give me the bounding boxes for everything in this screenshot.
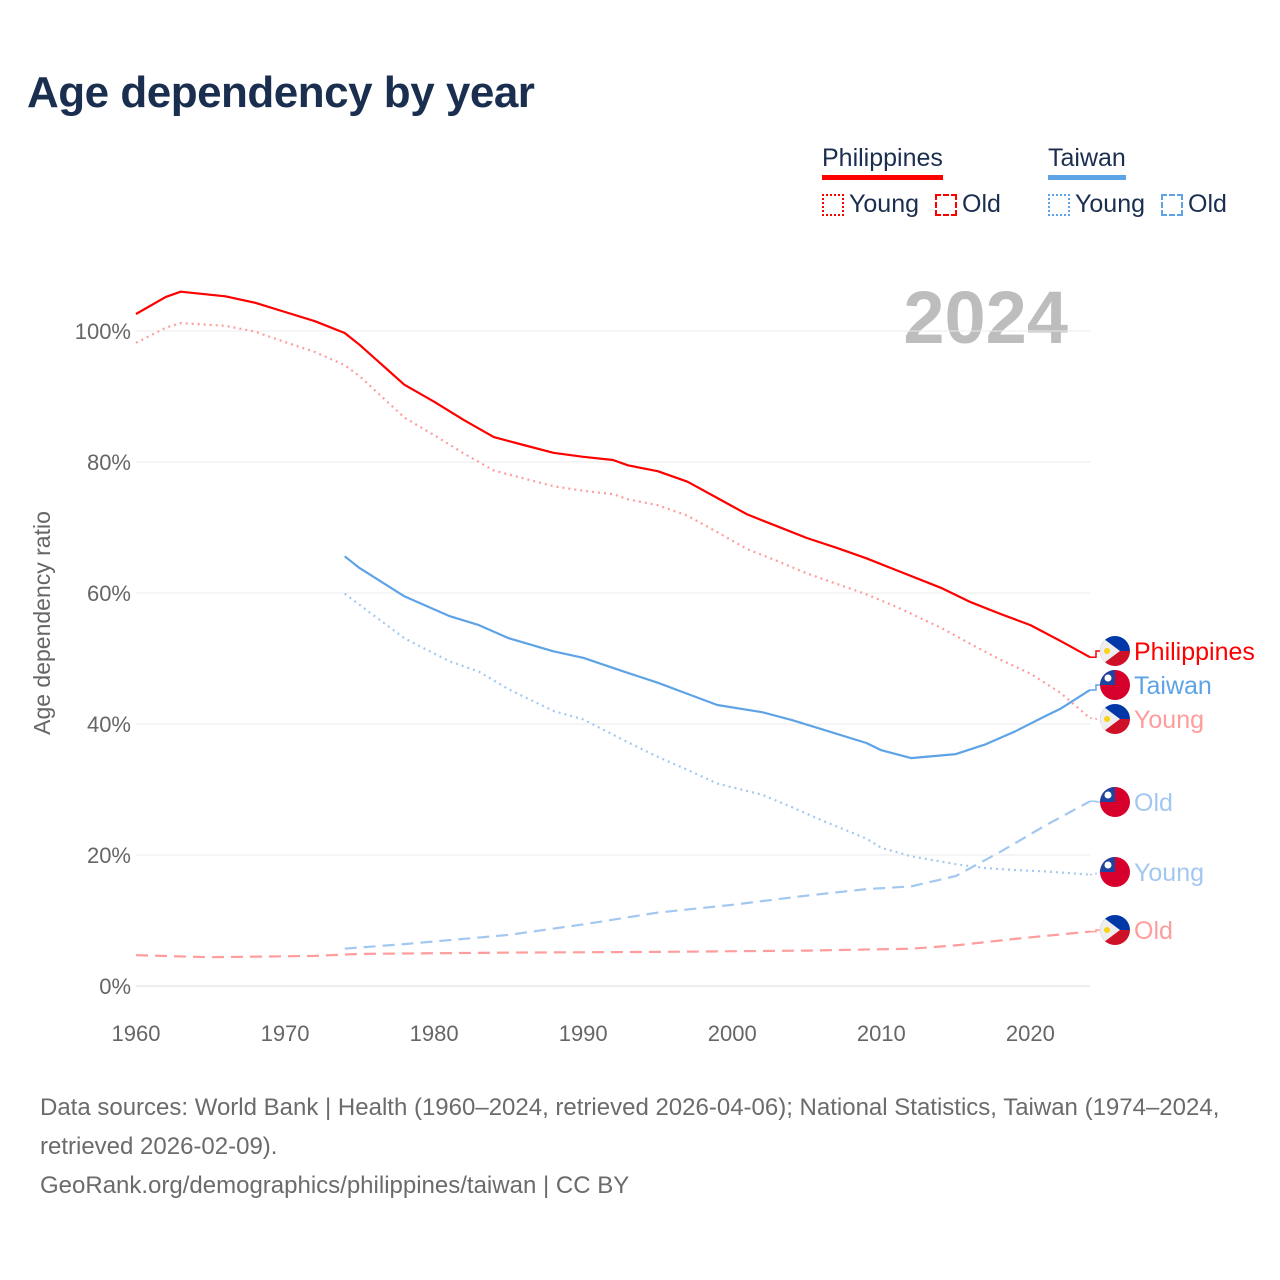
end-label: Young bbox=[1134, 859, 1204, 887]
legend-item-philippines-young[interactable]: Young bbox=[822, 190, 919, 219]
philippines-flag-icon bbox=[1100, 704, 1130, 734]
source-link[interactable]: GeoRank.org/demographics/philippines/tai… bbox=[40, 1172, 630, 1199]
y-axis-label: Age dependency ratio bbox=[29, 511, 55, 735]
legend-taiwan[interactable]: Taiwan bbox=[1048, 144, 1126, 180]
x-tick-label: 2010 bbox=[857, 1021, 906, 1046]
legend-item-taiwan-young[interactable]: Young bbox=[1048, 190, 1145, 219]
y-tick-label: 20% bbox=[87, 843, 131, 868]
series-line-taiwan-young bbox=[344, 592, 1091, 876]
end-label: Taiwan bbox=[1134, 672, 1212, 700]
label-connector bbox=[1090, 717, 1100, 720]
end-label: Philippines bbox=[1134, 638, 1255, 666]
legend-item-taiwan-old[interactable]: Old bbox=[1161, 190, 1227, 219]
philippines-flag-icon bbox=[1100, 915, 1130, 945]
taiwan-flag-icon bbox=[1100, 670, 1130, 700]
year-label: 2024 bbox=[903, 276, 1068, 359]
y-tick-label: 40% bbox=[87, 712, 131, 737]
x-tick-label: 1960 bbox=[112, 1021, 161, 1046]
end-label: Old bbox=[1134, 917, 1173, 945]
y-tick-label: 100% bbox=[75, 319, 131, 344]
legend-label: Young bbox=[1075, 190, 1145, 218]
legend-label: Old bbox=[1188, 190, 1227, 218]
legend-label: Old bbox=[962, 190, 1001, 218]
legend-philippines[interactable]: Philippines bbox=[822, 144, 943, 180]
dashed-swatch-icon bbox=[1161, 193, 1183, 216]
legend-group-taiwan: Taiwan Young Old bbox=[1048, 144, 1227, 219]
series-line-philippines-old bbox=[135, 930, 1091, 959]
taiwan-flag-icon bbox=[1100, 787, 1130, 817]
y-tick-label: 0% bbox=[99, 974, 131, 999]
series-line-philippines-young bbox=[135, 322, 1091, 719]
philippines-flag-icon bbox=[1100, 636, 1130, 666]
source-note: Data sources: World Bank | Health (1960–… bbox=[40, 1088, 1250, 1205]
label-connector bbox=[1090, 871, 1100, 876]
taiwan-flag-icon bbox=[1100, 857, 1130, 887]
label-connector bbox=[1090, 684, 1100, 691]
label-connector bbox=[1090, 800, 1100, 803]
legend-group-philippines: Philippines Young Old bbox=[822, 144, 1001, 219]
legend-item-philippines-old[interactable]: Old bbox=[935, 190, 1001, 219]
dotted-swatch-icon bbox=[822, 193, 844, 216]
dashed-swatch-icon bbox=[935, 193, 957, 216]
chart-title: Age dependency by year bbox=[27, 68, 535, 117]
x-tick-label: 2000 bbox=[708, 1021, 757, 1046]
x-tick-label: 1970 bbox=[261, 1021, 310, 1046]
series-line-taiwan-old bbox=[344, 800, 1091, 950]
series-line-philippines bbox=[135, 290, 1091, 659]
x-tick-label: 1990 bbox=[559, 1021, 608, 1046]
dotted-swatch-icon bbox=[1048, 193, 1070, 216]
y-tick-label: 60% bbox=[87, 581, 131, 606]
label-connector bbox=[1090, 929, 1100, 933]
x-tick-label: 1980 bbox=[410, 1021, 459, 1046]
y-tick-label: 80% bbox=[87, 450, 131, 475]
end-label: Old bbox=[1134, 789, 1173, 817]
source-line: Data sources: World Bank | Health (1960–… bbox=[40, 1094, 1220, 1160]
legend-label: Young bbox=[849, 190, 919, 218]
series-line-taiwan bbox=[344, 555, 1091, 760]
end-label: Young bbox=[1134, 706, 1204, 734]
x-tick-label: 2020 bbox=[1006, 1021, 1055, 1046]
label-connector bbox=[1090, 650, 1100, 658]
plot-area: 2024 Age dependency ratio 0% 20% 40% 60% 80%… bbox=[29, 276, 1255, 1046]
